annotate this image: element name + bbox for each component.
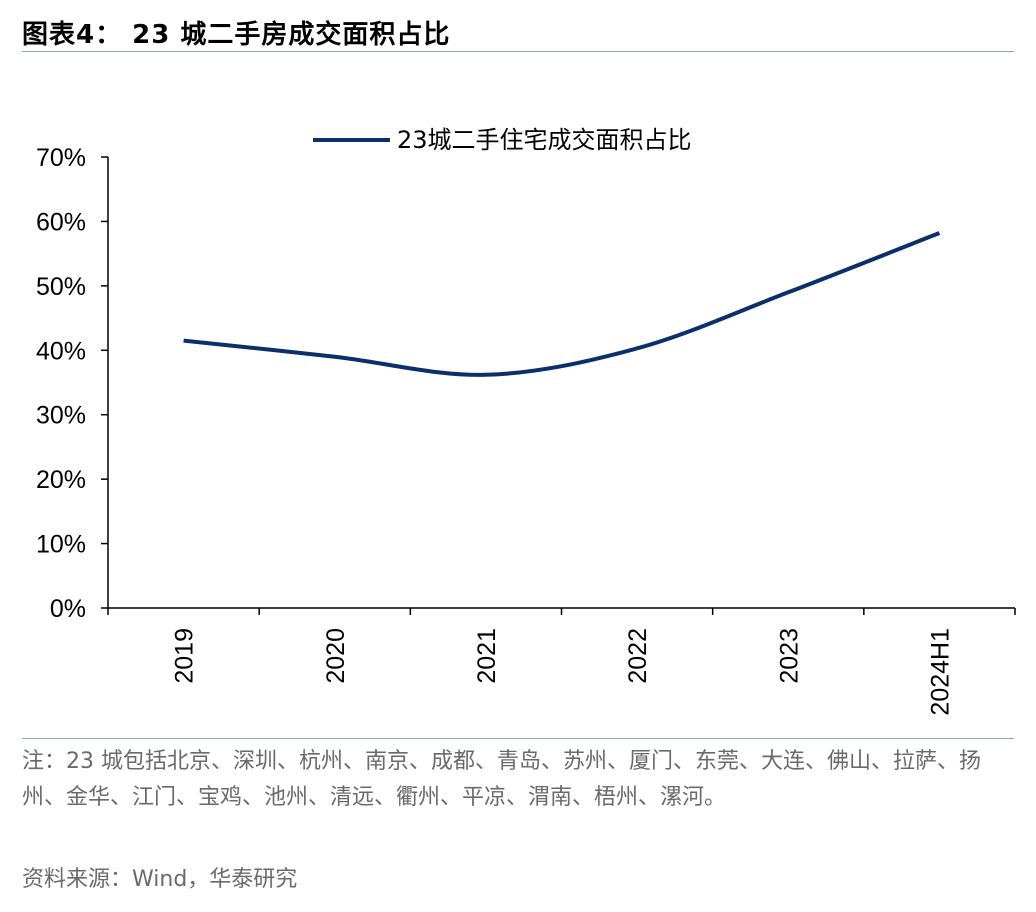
series-line xyxy=(183,231,941,377)
y-tick-label: 50% xyxy=(36,273,86,301)
x-tick-label: 2019 xyxy=(171,628,199,684)
footnote: 注：23 城包括北京、深圳、杭州、南京、成都、青岛、苏州、厦门、东莞、大连、佛山… xyxy=(22,749,981,810)
line-chart: 23城二手住宅成交面积占比 0% 10% 20% 30% 40% 50% 60% 70% 20… xyxy=(36,126,1016,716)
x-tick-label: 2022 xyxy=(624,628,652,684)
y-tick-label: 60% xyxy=(36,208,86,236)
x-tick-label: 2021 xyxy=(473,628,501,684)
y-tick-label: 40% xyxy=(36,337,86,365)
source-note: 资料来源：Wind，华泰研究 xyxy=(22,867,298,892)
y-tick-label: 20% xyxy=(36,466,86,494)
y-tick-label: 70% xyxy=(36,144,86,172)
title-divider xyxy=(22,51,1014,52)
y-tick-label: 10% xyxy=(36,531,86,559)
x-tick-label: 2024H1 xyxy=(926,628,954,716)
note-divider xyxy=(22,738,1014,739)
y-tick-label: 30% xyxy=(36,402,86,430)
x-tick-label: 2020 xyxy=(322,628,350,684)
legend-label: 23城二手住宅成交面积占比 xyxy=(397,126,692,154)
y-axis-ticks: 0% 10% 20% 30% 40% 50% 60% 70% xyxy=(36,144,108,623)
figure-title: 图表4： 23 城二手房成交面积占比 xyxy=(22,20,451,50)
y-tick-label: 0% xyxy=(50,595,86,623)
chart-legend: 23城二手住宅成交面积占比 xyxy=(313,126,692,154)
x-tick-label: 2023 xyxy=(775,628,803,684)
x-axis-ticks: 2019 2020 2021 2022 2023 2024H1 xyxy=(107,608,1016,716)
